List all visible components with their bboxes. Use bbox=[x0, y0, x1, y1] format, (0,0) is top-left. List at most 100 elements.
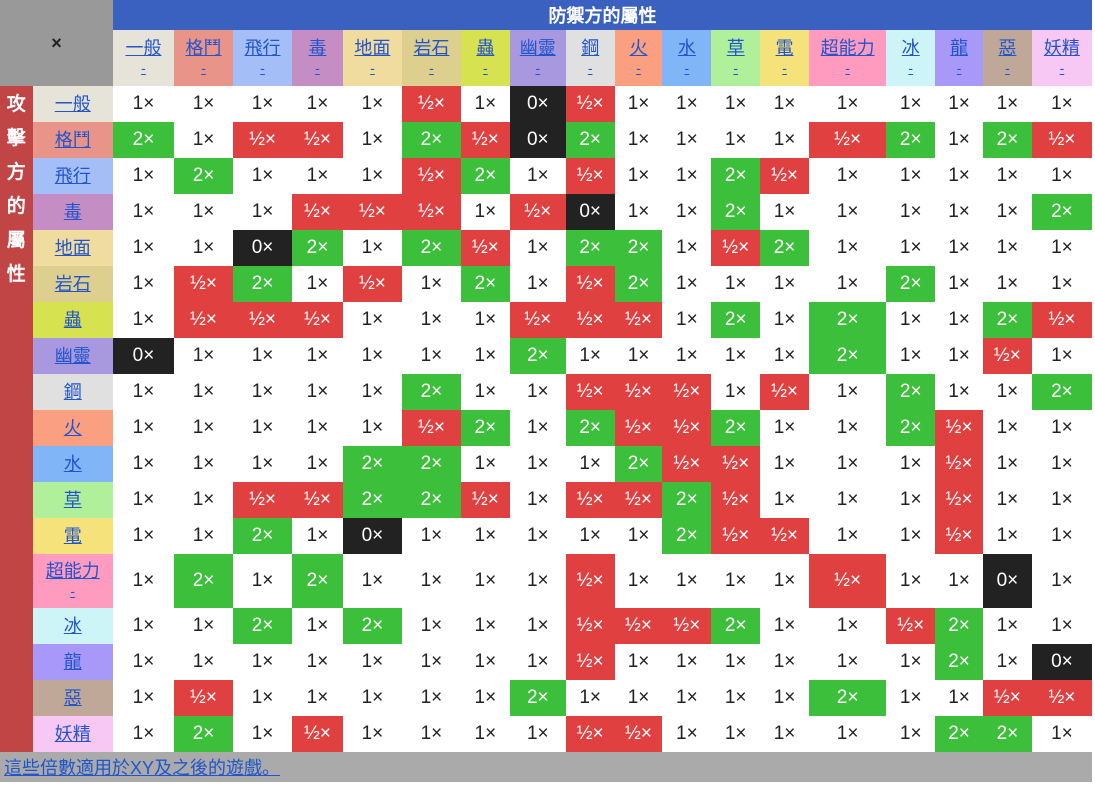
col-header-type-link[interactable]: 惡 bbox=[998, 38, 1017, 58]
row-header-type[interactable]: 鋼 bbox=[32, 374, 113, 410]
col-header-type-link[interactable]: 冰 bbox=[901, 38, 920, 58]
effectiveness-cell: ½× bbox=[460, 482, 510, 518]
row-header-type[interactable]: 一般 bbox=[32, 86, 113, 122]
col-header-dash: - bbox=[636, 60, 641, 76]
col-header-type-link[interactable]: 幽靈 bbox=[519, 38, 556, 58]
row-header-type[interactable]: 火 bbox=[32, 410, 113, 446]
col-header-type[interactable]: 地面 - bbox=[342, 30, 402, 86]
row-header-type[interactable]: 妖精 bbox=[32, 716, 113, 752]
row-header-type-link[interactable]: 龍 bbox=[63, 652, 82, 672]
col-header-type[interactable]: 冰- bbox=[886, 30, 936, 86]
row-header-type-link[interactable]: 一般 bbox=[54, 94, 91, 114]
row-header-type[interactable]: 飛行 bbox=[32, 158, 113, 194]
effectiveness-cell: ½× bbox=[662, 374, 712, 410]
col-header-type-link[interactable]: 蟲 bbox=[476, 38, 495, 58]
col-header-type[interactable]: 幽靈 - bbox=[509, 30, 566, 86]
row-header-type[interactable]: 岩石 bbox=[32, 266, 113, 302]
effectiveness-cell: ½× bbox=[982, 680, 1032, 716]
row-header-type-link[interactable]: 草 bbox=[63, 490, 82, 510]
row-header-type-link[interactable]: 幽靈 bbox=[54, 346, 91, 366]
col-header-type[interactable]: 超能力 - bbox=[808, 30, 887, 86]
effectiveness-cell: 2× bbox=[460, 410, 510, 446]
row-header-type[interactable]: 冰 bbox=[32, 608, 113, 644]
col-header-type[interactable]: 蟲- bbox=[460, 30, 510, 86]
effectiveness-cell: 2× bbox=[614, 446, 663, 482]
effectiveness-cell: ½× bbox=[662, 608, 712, 644]
col-header-type[interactable]: 水- bbox=[662, 30, 712, 86]
col-header-type[interactable]: 妖精 - bbox=[1031, 30, 1092, 86]
row-header-type-link[interactable]: 地面 bbox=[54, 238, 91, 258]
effectiveness-cell: 1× bbox=[760, 644, 809, 680]
row-header-type-link[interactable]: 鋼 bbox=[63, 382, 82, 402]
effectiveness-cell: 1× bbox=[342, 230, 402, 266]
effectiveness-cell: 1× bbox=[401, 266, 461, 302]
col-header-type-link[interactable]: 電 bbox=[775, 38, 794, 58]
col-header-type[interactable]: 岩石 - bbox=[401, 30, 461, 86]
row-header-type-link[interactable]: 電 bbox=[63, 526, 82, 546]
effectiveness-cell: 1× bbox=[662, 86, 712, 122]
row-header-type-link[interactable]: 冰 bbox=[63, 616, 82, 636]
row-header-type[interactable]: 水 bbox=[32, 446, 113, 482]
row-header-type-link[interactable]: 格鬥 bbox=[54, 130, 91, 150]
effectiveness-cell: 0× bbox=[509, 122, 566, 158]
col-header-type[interactable]: 電- bbox=[760, 30, 809, 86]
effectiveness-cell: 2× bbox=[760, 230, 809, 266]
col-header-type-link[interactable]: 妖精 bbox=[1043, 38, 1080, 58]
effectiveness-cell: 1× bbox=[460, 554, 510, 608]
row-header-type[interactable]: 地面 bbox=[32, 230, 113, 266]
row-header-type[interactable]: 電 bbox=[32, 518, 113, 554]
row-header-type[interactable]: 草 bbox=[32, 482, 113, 518]
effectiveness-cell: 1× bbox=[292, 374, 343, 410]
col-header-type[interactable]: 毒- bbox=[292, 30, 343, 86]
col-header-type[interactable]: 龍- bbox=[935, 30, 983, 86]
col-header-type[interactable]: 鋼- bbox=[565, 30, 615, 86]
col-header-type-link[interactable]: 地面 bbox=[354, 38, 391, 58]
row-header-type[interactable]: 蟲 bbox=[32, 302, 113, 338]
row-header-type-link[interactable]: 妖精 bbox=[54, 724, 91, 744]
col-header-type[interactable]: 火- bbox=[614, 30, 663, 86]
row-header-type-link[interactable]: 蟲 bbox=[63, 310, 82, 330]
row-header-type-link[interactable]: 超能力 bbox=[45, 561, 100, 581]
row-header-type[interactable]: 龍 bbox=[32, 644, 113, 680]
table-row: 超能力 -1× 2× 1× 2× 1× 1× 1× 1× ½× 1× 1× 1× 1× ½× 1× 1× 0× 1× bbox=[0, 554, 1092, 608]
col-header-type[interactable]: 飛行 - bbox=[233, 30, 293, 86]
row-header-type[interactable]: 超能力 - bbox=[32, 554, 113, 608]
row-header-type-link[interactable]: 火 bbox=[63, 418, 82, 438]
effectiveness-cell: 1× bbox=[886, 554, 936, 608]
col-header-type-link[interactable]: 飛行 bbox=[244, 38, 281, 58]
col-header-type-link[interactable]: 岩石 bbox=[413, 38, 450, 58]
col-header-type-link[interactable]: 毒 bbox=[308, 38, 327, 58]
col-header-type-link[interactable]: 格鬥 bbox=[185, 38, 222, 58]
row-header-type-link[interactable]: 飛行 bbox=[54, 166, 91, 186]
row-header-type[interactable]: 惡 bbox=[32, 680, 113, 716]
effectiveness-cell: ½× bbox=[401, 158, 461, 194]
col-header-type-link[interactable]: 水 bbox=[677, 38, 696, 58]
col-header-type[interactable]: 格鬥 - bbox=[174, 30, 234, 86]
col-header-type-link[interactable]: 龍 bbox=[950, 38, 969, 58]
effectiveness-cell: 1× bbox=[711, 644, 761, 680]
effectiveness-cell: 1× bbox=[711, 338, 761, 374]
col-header-type-link[interactable]: 草 bbox=[726, 38, 745, 58]
effectiveness-cell: 1× bbox=[808, 194, 887, 230]
col-header-type[interactable]: 惡- bbox=[982, 30, 1032, 86]
col-header-type-link[interactable]: 超能力 bbox=[820, 38, 875, 58]
row-header-type-link[interactable]: 岩石 bbox=[54, 274, 91, 294]
effectiveness-cell: 1× bbox=[711, 122, 761, 158]
effectiveness-cell: 1× bbox=[174, 608, 234, 644]
col-header-type[interactable]: 草- bbox=[711, 30, 761, 86]
effectiveness-cell: 1× bbox=[760, 482, 809, 518]
table-row: 鋼 1× 1× 1× 1× 1× 2× 1× 1× ½× ½× ½× 1× ½× 1× 2× 1× 1× 2× bbox=[0, 374, 1092, 410]
col-header-type-link[interactable]: 火 bbox=[629, 38, 648, 58]
col-header-type[interactable]: 一般 - bbox=[112, 30, 175, 86]
row-header-type-link[interactable]: 毒 bbox=[63, 202, 82, 222]
effectiveness-cell: ½× bbox=[711, 446, 761, 482]
row-header-type[interactable]: 毒 bbox=[32, 194, 113, 230]
effectiveness-cell: 2× bbox=[509, 680, 566, 716]
col-header-type-link[interactable]: 一般 bbox=[125, 38, 162, 58]
row-header-type-link[interactable]: 惡 bbox=[63, 688, 82, 708]
footnote-link[interactable]: 這些倍數適用於XY及之後的遊戲。 bbox=[4, 758, 281, 778]
row-header-type-link[interactable]: 水 bbox=[63, 454, 82, 474]
row-header-type[interactable]: 格鬥 bbox=[32, 122, 113, 158]
row-header-type[interactable]: 幽靈 bbox=[32, 338, 113, 374]
col-header-type-link[interactable]: 鋼 bbox=[581, 38, 600, 58]
